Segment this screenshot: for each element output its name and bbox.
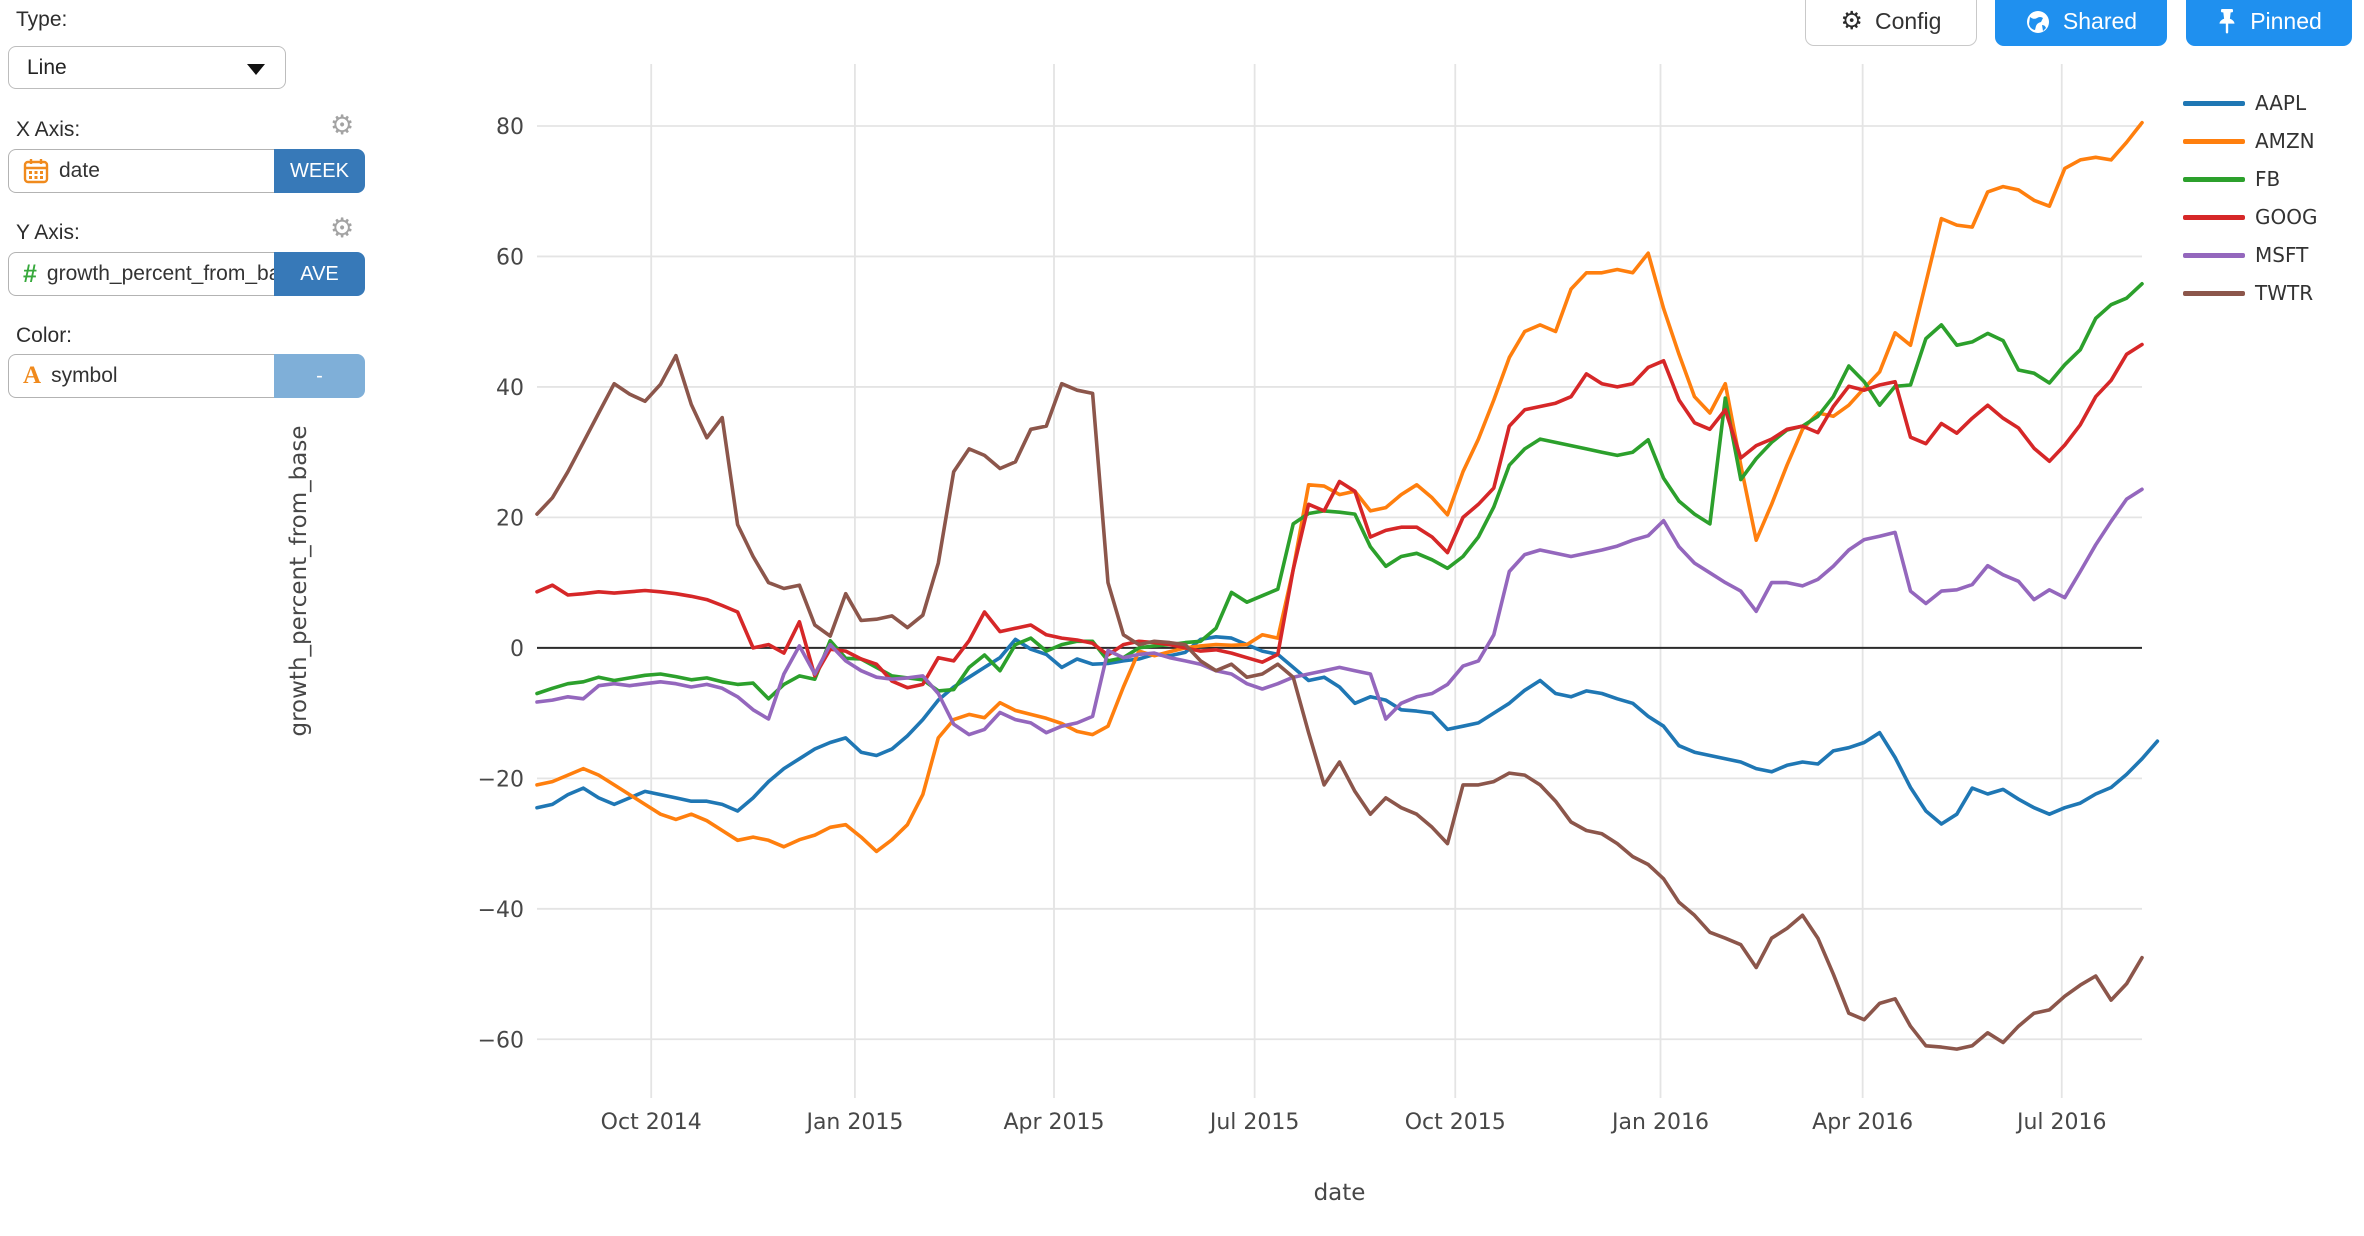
legend-swatch-TWTR — [2183, 290, 2245, 296]
legend-swatch-AAPL — [2183, 100, 2245, 106]
pinned-button[interactable]: Pinned — [2186, 0, 2352, 46]
x-axis-field-input[interactable]: date — [8, 149, 274, 193]
chevron-down-icon — [247, 64, 265, 75]
color-field-input[interactable]: A symbol — [8, 354, 274, 398]
calendar-icon — [23, 158, 49, 184]
y-tick-label: 20 — [496, 506, 524, 531]
y-axis-field-name: growth_percent_from_base — [46, 262, 274, 285]
x-axis-label: X Axis: — [16, 118, 81, 141]
x-axis-field-row: date WEEK — [8, 149, 365, 193]
legend-label: GOOG — [2255, 205, 2318, 229]
series-line-AAPL — [535, 634, 2160, 826]
y-axis-title: growth_percent_from_base — [286, 426, 312, 737]
y-axis-field-input[interactable]: # growth_percent_from_base — [8, 252, 274, 296]
color-field-row: A symbol - — [8, 354, 365, 398]
legend-item-FB: FB — [2183, 160, 2317, 198]
series-line-AMZN — [535, 120, 2144, 854]
color-field-name: symbol — [51, 364, 118, 387]
number-hash-icon: # — [23, 259, 37, 288]
series-line-FB — [535, 281, 2144, 701]
chart-type-dropdown[interactable]: Line — [8, 46, 286, 89]
config-button-label: Config — [1874, 8, 1942, 34]
color-label: Color: — [16, 324, 73, 347]
y-tick-label: −20 — [478, 767, 524, 792]
pushpin-icon — [2216, 8, 2238, 35]
series-line-GOOG — [535, 342, 2144, 690]
text-type-icon: A — [23, 362, 42, 389]
legend-label: FB — [2255, 167, 2281, 191]
legend-item-AAPL: AAPL — [2183, 84, 2317, 122]
config-button[interactable]: ⚙ Config — [1805, 0, 1977, 46]
globe-icon — [2025, 9, 2051, 35]
gear-icon: ⚙ — [1840, 7, 1863, 35]
legend-item-MSFT: MSFT — [2183, 236, 2317, 274]
y-axis-gear-icon[interactable]: ⚙ — [330, 213, 355, 243]
x-tick-label: Apr 2016 — [1812, 1110, 1913, 1135]
x-axis-agg-button[interactable]: WEEK — [274, 149, 365, 193]
shared-button-label: Shared — [2062, 8, 2138, 34]
y-tick-label: 60 — [496, 245, 524, 270]
x-tick-label: Jan 2015 — [804, 1110, 903, 1135]
legend-item-AMZN: AMZN — [2183, 122, 2317, 160]
x-tick-label: Oct 2015 — [1405, 1110, 1506, 1135]
y-axis-label: Y Axis: — [16, 221, 80, 244]
y-tick-label: 0 — [510, 637, 524, 662]
y-tick-label: −40 — [478, 898, 524, 923]
chart-type-value: Line — [27, 55, 67, 79]
y-axis-field-row: # growth_percent_from_base AVE — [8, 252, 365, 296]
legend-swatch-MSFT — [2183, 252, 2245, 258]
color-agg-button[interactable]: - — [274, 354, 365, 398]
x-tick-label: Oct 2014 — [601, 1110, 702, 1135]
shared-button[interactable]: Shared — [1995, 0, 2167, 46]
chart-legend: AAPL AMZN FB GOOG MSFT TWTR — [2183, 84, 2317, 312]
y-tick-label: 40 — [496, 376, 524, 401]
legend-label: AAPL — [2255, 91, 2307, 115]
x-axis-title: date — [1314, 1180, 1366, 1206]
legend-label: MSFT — [2255, 243, 2309, 267]
legend-swatch-AMZN — [2183, 138, 2245, 144]
x-tick-label: Apr 2015 — [1003, 1110, 1104, 1135]
x-tick-label: Jul 2016 — [2015, 1110, 2107, 1135]
y-tick-label: −60 — [478, 1028, 524, 1053]
x-axis-gear-icon[interactable]: ⚙ — [330, 110, 355, 140]
x-tick-label: Jul 2015 — [1208, 1110, 1300, 1135]
x-axis-field-name: date — [59, 159, 100, 182]
series-line-TWTR — [535, 353, 2144, 1051]
legend-swatch-GOOG — [2183, 214, 2245, 220]
legend-item-TWTR: TWTR — [2183, 274, 2317, 312]
y-axis-agg-button[interactable]: AVE — [274, 252, 365, 296]
legend-label: AMZN — [2255, 129, 2315, 153]
legend-swatch-FB — [2183, 176, 2245, 182]
series-line-MSFT — [535, 487, 2144, 737]
legend-label: TWTR — [2255, 281, 2314, 305]
pinned-button-label: Pinned — [2250, 8, 2322, 34]
x-tick-label: Jan 2016 — [1610, 1110, 1709, 1135]
legend-item-GOOG: GOOG — [2183, 198, 2317, 236]
y-tick-label: 80 — [496, 115, 524, 140]
type-label: Type: — [16, 8, 68, 31]
